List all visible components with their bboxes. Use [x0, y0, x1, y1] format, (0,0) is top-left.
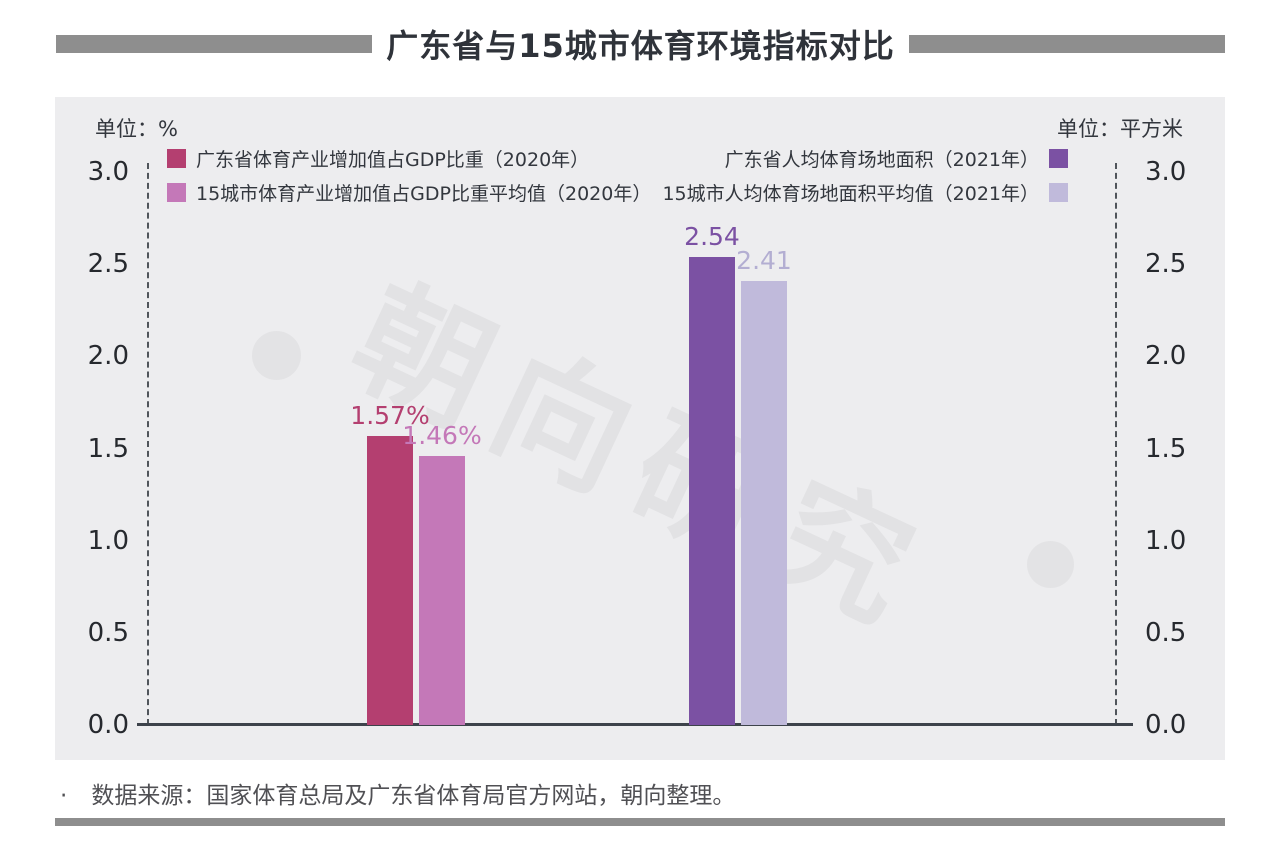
left-axis-tick: 1.0 [87, 525, 129, 556]
left-axis-ticks: 3.0 2.5 2.0 1.5 1.0 0.5 0.0 [55, 97, 129, 760]
right-axis-tick: 2.0 [1145, 341, 1187, 372]
left-axis-tick: 0.5 [87, 617, 129, 648]
legend-left: 广东省体育产业增加值占GDP比重（2020年） 15城市体育产业增加值占GDP比… [167, 147, 652, 205]
right-axis-unit-label: 单位：平方米 [1057, 117, 1183, 141]
bar-value-label: 2.54 [684, 222, 740, 251]
title-rule-right [908, 35, 1226, 53]
right-axis-tick: 0.0 [1145, 710, 1187, 740]
source-text: 数据来源：国家体育总局及广东省体育局官方网站，朝向整理。 [91, 783, 736, 809]
legend-swatch-gd-gdp-share [167, 148, 186, 168]
right-axis-tick: 0.5 [1145, 617, 1187, 648]
right-axis-tick: 3.0 [1145, 157, 1187, 187]
left-axis-tick: 2.5 [87, 249, 129, 280]
bar-15cities-per-capita-area-avg: 2.41 [736, 246, 792, 725]
footer-rule [55, 818, 1225, 826]
source-bullet: · [60, 783, 68, 809]
left-axis-tick: 0.0 [87, 710, 129, 740]
left-axis-tick: 1.5 [87, 433, 129, 464]
watermark-dot [1027, 541, 1074, 588]
chart-panel: 朝向研究 单位：% 单位：平方米 广东省体育产业增加值占GDP比重（2020年）… [55, 97, 1225, 760]
bar-value-label: 1.57% [350, 401, 430, 430]
legend-label: 广东省人均体育场地面积（2021年） [724, 148, 1039, 171]
legend-item-gd-gdp-share: 广东省体育产业增加值占GDP比重（2020年） [167, 147, 651, 171]
legend-item-gd-per-capita-area: 广东省人均体育场地面积（2021年） [724, 147, 1068, 171]
right-axis-tick: 1.5 [1145, 433, 1187, 464]
legend-right: 广东省人均体育场地面积（2021年） 15城市人均体育场地面积平均值（2021年… [662, 147, 1068, 205]
watermark-dot [252, 331, 301, 380]
legend-label: 15城市体育产业增加值占GDP比重平均值（2020年） [196, 182, 652, 205]
right-axis-dashed-line [1115, 163, 1117, 725]
left-axis-tick: 2.0 [87, 341, 129, 372]
right-axis-tick: 2.5 [1145, 249, 1187, 280]
legend-item-15cities-gdp-share-avg: 15城市体育产业增加值占GDP比重平均值（2020年） [167, 181, 652, 205]
left-axis-tick: 3.0 [87, 157, 129, 187]
bar-value-label: 1.46% [402, 421, 482, 450]
legend-label: 15城市人均体育场地面积平均值（2021年） [662, 182, 1039, 205]
bar-gd-gdp-share: 1.57% [350, 401, 430, 725]
source-note: · 数据来源：国家体育总局及广东省体育局官方网站，朝向整理。 [60, 776, 735, 810]
legend-swatch-15cities-per-capita-area-avg [1049, 182, 1068, 202]
page-title: 广东省与15城市体育环境指标对比 [386, 27, 895, 65]
left-axis-dashed-line [147, 163, 149, 725]
legend-swatch-15cities-gdp-share-avg [167, 182, 186, 202]
x-axis-line [137, 723, 1133, 726]
legend-swatch-gd-per-capita-area [1049, 148, 1068, 168]
legend-item-15cities-per-capita-area-avg: 15城市人均体育场地面积平均值（2021年） [662, 181, 1068, 205]
right-axis-tick: 1.0 [1145, 525, 1187, 556]
left-axis-unit-label: 单位：% [95, 117, 178, 141]
header: 广东省与15城市体育环境指标对比 [56, 24, 1226, 65]
title-rule-left [56, 35, 373, 53]
legend-label: 广东省体育产业增加值占GDP比重（2020年） [196, 148, 590, 171]
bar-value-label: 2.41 [736, 246, 792, 275]
bar-gd-per-capita-area: 2.54 [684, 222, 740, 725]
bar-15cities-gdp-share-avg: 1.46% [402, 421, 482, 725]
right-axis-ticks: 3.0 2.5 2.0 1.5 1.0 0.5 0.0 [1145, 97, 1215, 760]
